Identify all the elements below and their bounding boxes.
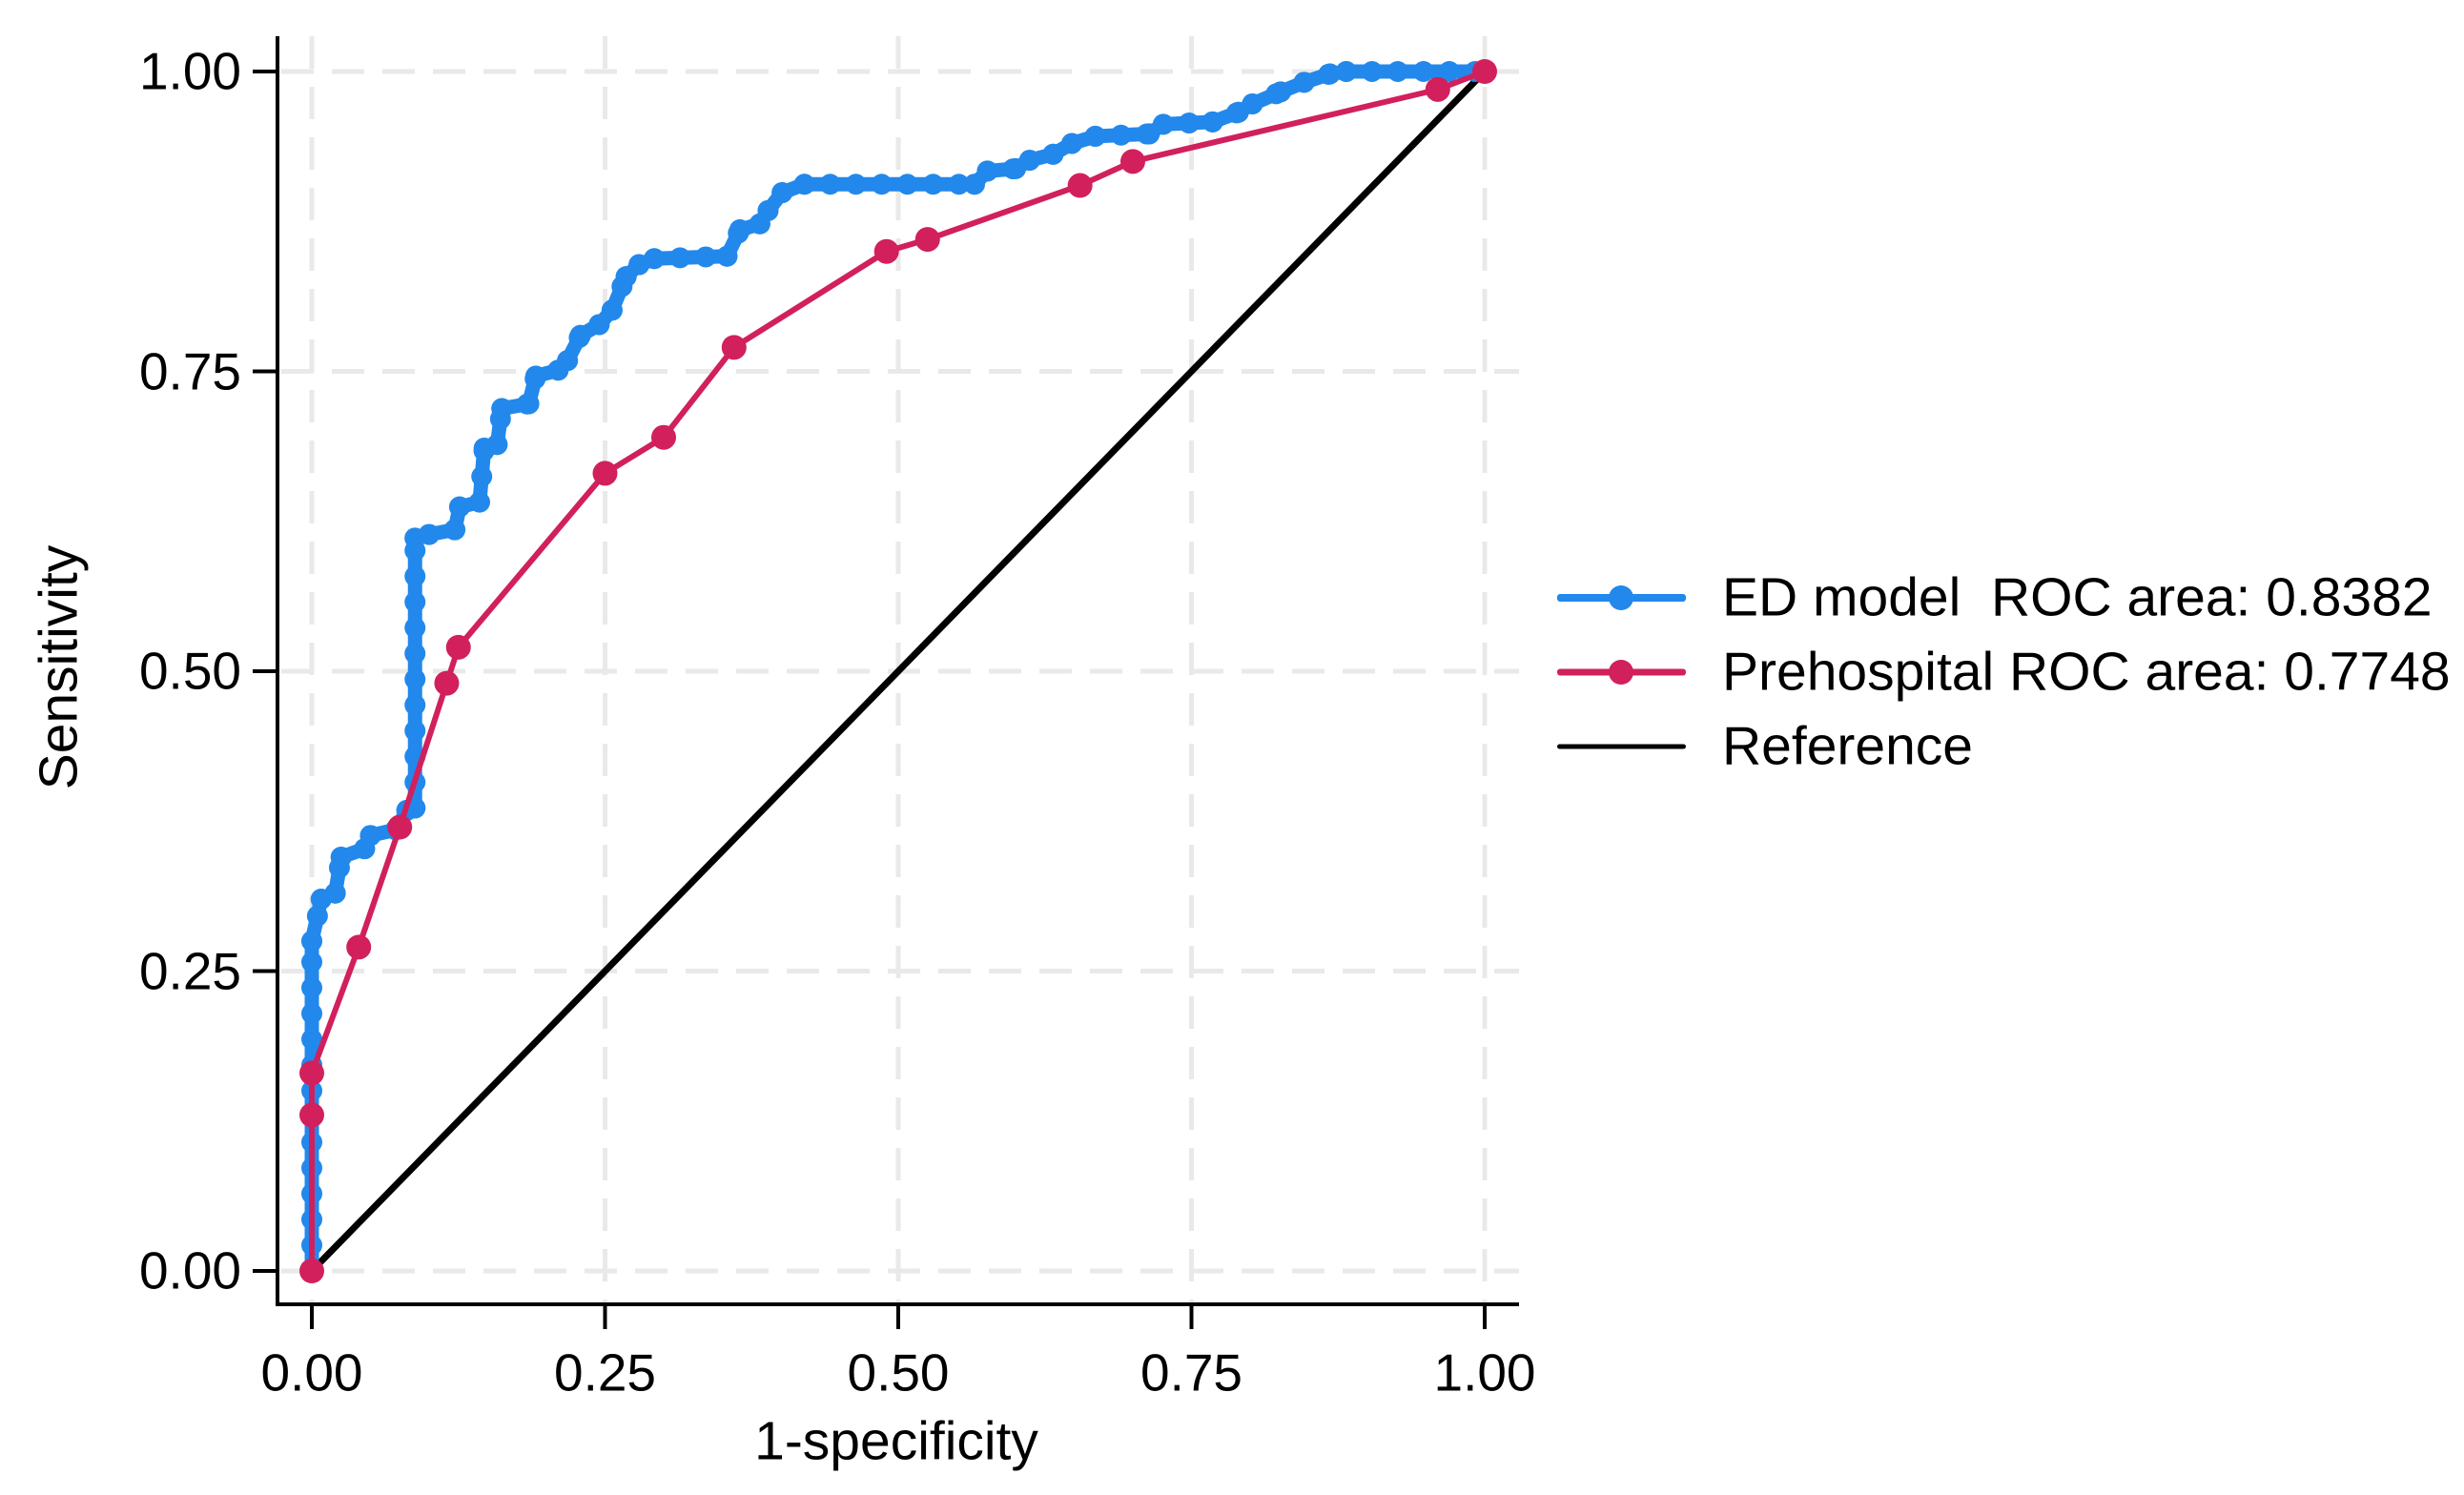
ed-model-data-point <box>1293 72 1315 93</box>
ed-model-data-point <box>845 174 867 195</box>
prehospital-data-point <box>873 238 899 264</box>
prehospital-data-point <box>299 1060 324 1086</box>
ed-model-data-point <box>330 846 352 868</box>
ed-model-data-point <box>324 882 346 904</box>
ed-model-data-point <box>1319 63 1341 85</box>
ed-model-data-point <box>359 825 381 847</box>
ed-model-data-point <box>444 519 466 541</box>
ed-model-data-point <box>948 174 970 195</box>
ed-model-data-point <box>1201 111 1223 133</box>
ed-model-data-point <box>468 491 490 513</box>
ed-model-data-point <box>976 160 998 182</box>
ed-model-data-point <box>306 905 328 927</box>
ed-model-data-point <box>1042 143 1064 165</box>
ed-model-data-point <box>771 182 793 204</box>
ed-model-data-point <box>588 314 610 336</box>
ed-model-data-point <box>644 248 666 270</box>
prehospital-data-point <box>1120 149 1145 174</box>
ed-model-curve <box>309 69 1488 1274</box>
prehospital-curve <box>308 68 1489 1275</box>
ed-model-data-point <box>819 174 841 195</box>
ed-model-data-point <box>404 694 426 716</box>
ed-model-data-point <box>601 299 623 321</box>
ed-model-data-point <box>448 496 470 518</box>
ed-model-data-point <box>793 174 815 195</box>
x-tick-label: 0.00 <box>260 1342 363 1403</box>
ed-model-data-point <box>404 668 426 690</box>
prehospital-data-point <box>1067 173 1093 198</box>
ed-model-data-point <box>1269 81 1291 103</box>
ed-model-data-point <box>1152 113 1174 135</box>
ed-model-data-point <box>1386 61 1408 82</box>
y-tick-label: 0.00 <box>138 1240 241 1300</box>
ed-model-data-point <box>1361 61 1383 82</box>
prehospital-data-point <box>299 1259 324 1283</box>
prehospital-data-point <box>721 335 747 360</box>
x-tick-label: 0.75 <box>1140 1342 1243 1403</box>
ed-model-data-point <box>404 591 426 613</box>
ed-model-data-point <box>896 174 918 195</box>
prehospital-data-point <box>445 634 471 660</box>
ed-model-data-point <box>757 199 779 221</box>
y-tick-label: 1.00 <box>138 41 241 101</box>
ed-model-data-point <box>1242 92 1263 114</box>
ed-model-data-point <box>471 465 493 487</box>
ed-model-data-point <box>1335 61 1357 82</box>
prehospital-data-point <box>299 1102 324 1128</box>
ed-model-data-point <box>301 952 322 973</box>
y-axis-title: Sensitivity <box>28 544 90 790</box>
ed-model-data-point <box>569 324 591 346</box>
ed-model-data-point <box>404 643 426 665</box>
prehospital-data-point <box>387 814 413 840</box>
ed-model-data-point <box>404 617 426 639</box>
ed-model-data-point <box>404 565 426 587</box>
ed-model-data-point <box>301 1029 322 1050</box>
ed-model-data-point <box>1412 61 1434 82</box>
ed-model-data-point <box>1438 61 1460 82</box>
ed-model-data-point <box>695 246 717 268</box>
ed-model-data-point <box>404 720 426 742</box>
ed-model-data-point <box>922 174 944 195</box>
x-tick-label: 1.00 <box>1433 1342 1536 1403</box>
ed-model-data-point <box>1084 125 1106 147</box>
ed-model-data-point <box>518 393 540 415</box>
y-tick-label: 0.75 <box>138 341 241 400</box>
prehospital-data-point <box>651 424 676 450</box>
ed-model-data-point <box>491 398 513 420</box>
ed-model-data-point <box>1110 124 1132 146</box>
ed-model-data-point <box>871 174 893 195</box>
ed-model-data-point <box>301 1003 322 1024</box>
x-tick-label: 0.25 <box>553 1342 657 1403</box>
prehospital-data-point <box>346 934 372 960</box>
ed-model-data-point <box>1018 150 1040 172</box>
ed-model-data-point <box>557 350 579 372</box>
ed-model-data-point <box>524 365 546 387</box>
prehospital-data-point <box>592 461 618 486</box>
ed-model-data-point <box>1178 113 1200 134</box>
prehospital-data-point <box>914 227 940 253</box>
prehospital-data-point <box>1425 76 1450 102</box>
ed-model-data-point <box>301 931 322 952</box>
x-axis-title: 1-specificity <box>754 1410 1038 1472</box>
x-tick-label: 0.50 <box>847 1342 950 1403</box>
ed-model-data-point <box>1061 133 1083 154</box>
ed-model-data-point <box>716 245 738 267</box>
y-tick-label: 0.50 <box>138 641 241 701</box>
y-tick-label: 0.25 <box>138 941 241 1000</box>
prehospital-data-point <box>434 670 460 696</box>
ed-model-data-point <box>419 523 440 545</box>
ed-model-data-point <box>729 219 750 241</box>
ed-model-data-point <box>963 174 985 195</box>
ed-model-data-point <box>486 434 508 456</box>
prehospital-data-point <box>1472 59 1497 84</box>
ed-model-data-point <box>669 247 691 269</box>
ed-model-data-point <box>301 977 322 998</box>
